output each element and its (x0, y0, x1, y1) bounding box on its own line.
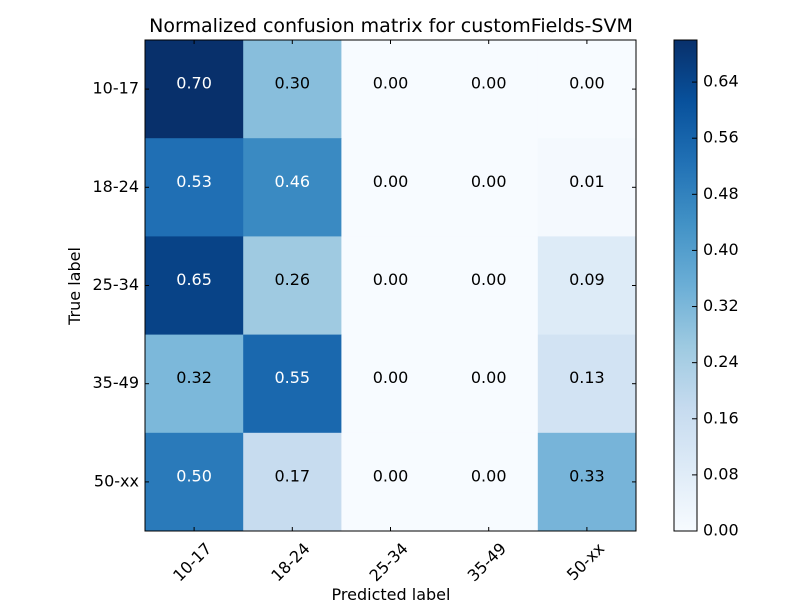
cell-value-label: 0.55 (274, 368, 310, 387)
heatmap-cell (341, 432, 441, 532)
heatmap-cell (243, 236, 342, 336)
heatmap-cell (439, 432, 539, 532)
cell-value-label: 0.00 (373, 74, 409, 93)
colorbar-tick-label: 0.24 (703, 352, 739, 371)
cell-value-label: 0.17 (274, 466, 310, 485)
heatmap-cell (145, 40, 244, 139)
heatmap-cell (341, 334, 441, 434)
cell-value-label: 0.00 (471, 172, 507, 191)
heatmap-cell (537, 236, 637, 336)
heatmap-cell (145, 138, 244, 237)
heatmap-cell (341, 236, 441, 336)
colorbar-tick-label: 0.08 (703, 464, 739, 483)
heatmap-cell-labels: 0.70 0.30 0.00 0.00 0.00 0.53 0.46 0.00 0.00 0.01… (176, 74, 604, 486)
cell-value-label: 0.00 (471, 466, 507, 485)
heatmap-cell (243, 138, 342, 237)
y-tick-label: 18-24 (93, 177, 140, 196)
cell-value-label: 0.00 (569, 74, 605, 93)
colorbar-tick-labels: 0.00 0.08 0.16 0.24 0.32 0.40 0.48 0.56 0.64 (703, 72, 739, 540)
cell-value-label: 0.32 (176, 368, 212, 387)
cell-value-label: 0.00 (373, 270, 409, 289)
y-tick-label: 10-17 (93, 79, 140, 98)
heatmap-cell (145, 432, 244, 532)
y-tick-label: 35-49 (93, 373, 140, 392)
cell-value-label: 0.26 (274, 270, 310, 289)
heatmap-cell (145, 236, 244, 336)
colorbar-tick-label: 0.16 (703, 408, 739, 427)
y-tick-label: 25-34 (93, 275, 140, 294)
colorbar-tick-label: 0.00 (703, 521, 739, 540)
heatmap-cell (243, 334, 342, 434)
heatmap-cell (439, 236, 539, 336)
cell-value-label: 0.09 (569, 270, 605, 289)
colorbar-tick-label: 0.40 (703, 240, 739, 259)
x-tick-label: 50-xx (563, 539, 608, 584)
x-tick-labels: 10-17 18-24 25-34 35-49 50-xx (169, 539, 608, 585)
heatmap-cell (537, 334, 637, 434)
heatmap-cell (341, 138, 441, 237)
colorbar-tick-label: 0.48 (703, 184, 739, 203)
cell-value-label: 0.00 (373, 466, 409, 485)
y-axis-label: True label (65, 247, 84, 326)
cell-value-label: 0.53 (176, 172, 212, 191)
axis-ticks (145, 40, 636, 531)
cell-value-label: 0.00 (471, 368, 507, 387)
heatmap-cell (341, 40, 441, 139)
cell-value-label: 0.33 (569, 466, 605, 485)
heatmap-cell (145, 334, 244, 434)
colorbar-tick-label: 0.56 (703, 128, 739, 147)
y-tick-labels: 10-17 18-24 25-34 35-49 50-xx (93, 79, 140, 491)
cell-value-label: 0.00 (373, 172, 409, 191)
heatmap-cell (537, 432, 637, 532)
y-tick-label: 50-xx (94, 471, 139, 490)
x-tick-label: 10-17 (169, 539, 215, 585)
cell-value-label: 0.65 (176, 270, 212, 289)
heatmap-cell (243, 432, 342, 532)
cell-value-label: 0.30 (274, 74, 310, 93)
colorbar-ticks (692, 81, 697, 532)
heatmap-cell (439, 40, 539, 139)
chart-title: Normalized confusion matrix for customFi… (149, 15, 633, 37)
cell-value-label: 0.50 (176, 466, 212, 485)
heatmap-cell (439, 138, 539, 237)
heatmap-cell (537, 40, 637, 139)
colorbar (673, 39, 698, 532)
cell-value-label: 0.46 (274, 172, 310, 191)
x-tick-label: 25-34 (365, 539, 411, 585)
x-tick-label: 35-49 (464, 539, 510, 585)
cell-value-label: 0.00 (471, 74, 507, 93)
cell-value-label: 0.70 (176, 74, 212, 93)
colorbar-tick-label: 0.64 (703, 72, 739, 91)
heatmap-cell (537, 138, 637, 237)
colorbar-tick-label: 0.32 (703, 296, 739, 315)
cell-value-label: 0.00 (373, 368, 409, 387)
x-tick-label: 18-24 (267, 539, 313, 585)
cell-value-label: 0.00 (471, 270, 507, 289)
x-axis-label: Predicted label (332, 585, 451, 600)
heatmap-cell (439, 334, 539, 434)
cell-value-label: 0.01 (569, 172, 605, 191)
heatmap-cell (243, 40, 342, 139)
heatmap-cells (145, 40, 637, 532)
cell-value-label: 0.13 (569, 368, 605, 387)
